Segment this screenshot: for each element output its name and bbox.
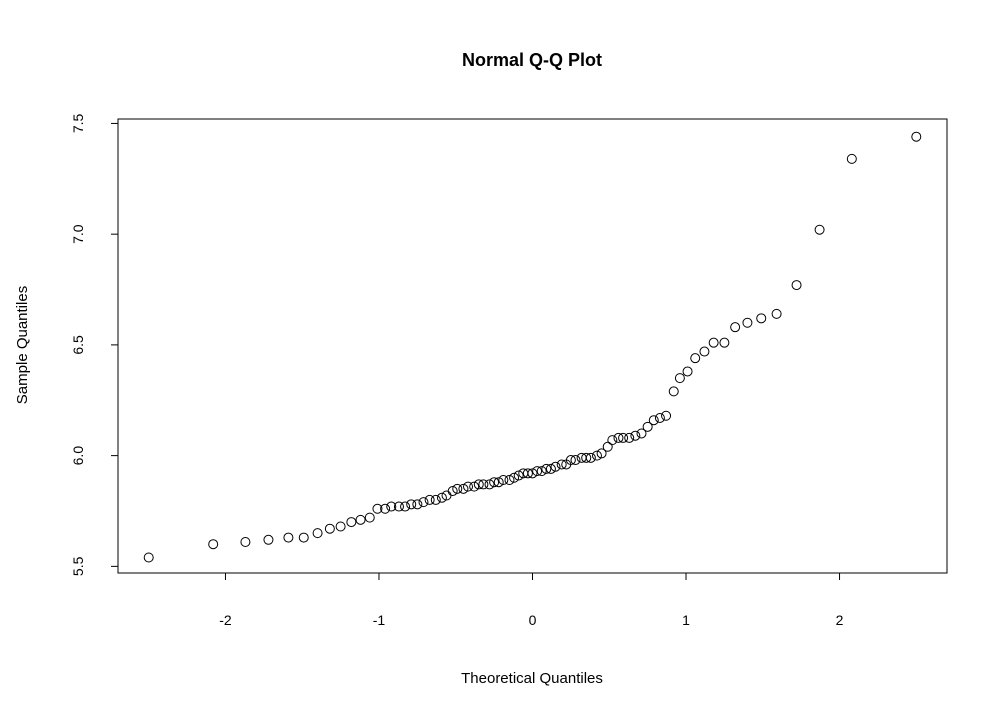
data-point xyxy=(613,432,624,443)
data-point xyxy=(585,452,596,463)
data-point xyxy=(386,501,397,512)
x-tick-label: 2 xyxy=(836,612,844,628)
data-point xyxy=(509,472,520,483)
data-point xyxy=(208,539,219,550)
data-point xyxy=(430,494,441,505)
data-point xyxy=(536,466,547,477)
data-point xyxy=(708,337,719,348)
data-point xyxy=(630,430,641,441)
data-point xyxy=(541,463,552,474)
y-tick-label: 6.5 xyxy=(70,335,86,355)
data-point xyxy=(719,337,730,348)
y-axis: 5.5 6.0 6.5 7.0 7.5 xyxy=(70,113,119,576)
data-point xyxy=(690,353,701,364)
data-point xyxy=(355,514,366,525)
y-tick-label: 7.5 xyxy=(70,113,86,133)
data-point xyxy=(436,492,447,503)
data-point xyxy=(418,497,429,508)
data-point xyxy=(469,481,480,492)
chart-title: Normal Q-Q Plot xyxy=(462,50,602,70)
data-point xyxy=(406,499,417,510)
data-point xyxy=(312,528,323,539)
data-point xyxy=(756,313,767,324)
data-point xyxy=(473,479,484,490)
data-point xyxy=(771,308,782,319)
data-point xyxy=(730,322,741,333)
data-point xyxy=(424,494,435,505)
data-point xyxy=(545,463,556,474)
data-point xyxy=(346,517,357,528)
y-axis-label: Sample Quantiles xyxy=(14,286,31,404)
data-point xyxy=(668,386,679,397)
data-point xyxy=(484,479,495,490)
data-point xyxy=(283,532,294,543)
data-point xyxy=(458,483,469,494)
data-point xyxy=(814,224,825,235)
data-point xyxy=(648,415,659,426)
x-tick-label: 0 xyxy=(529,612,537,628)
data-point xyxy=(372,503,383,514)
data-point xyxy=(298,532,309,543)
data-point xyxy=(607,435,618,446)
data-point xyxy=(393,501,404,512)
data-point xyxy=(596,448,607,459)
data-point xyxy=(447,486,458,497)
y-tick-label: 6.0 xyxy=(70,446,86,466)
data-point xyxy=(570,455,581,466)
x-axis-label: Theoretical Quantiles xyxy=(461,670,603,687)
data-point xyxy=(791,280,802,291)
data-point xyxy=(493,477,504,488)
data-point xyxy=(532,466,543,477)
data-point xyxy=(513,470,524,481)
data-point xyxy=(674,373,685,384)
data-point xyxy=(143,552,154,563)
data-point xyxy=(412,499,423,510)
data-point xyxy=(478,479,489,490)
data-point xyxy=(364,512,375,523)
data-point xyxy=(489,477,500,488)
data-point xyxy=(380,503,391,514)
data-point xyxy=(624,432,635,443)
data-point xyxy=(240,536,251,547)
data-point xyxy=(636,428,647,439)
data-point xyxy=(699,346,710,357)
data-point xyxy=(642,421,653,432)
data-point xyxy=(263,534,274,545)
x-tick-label: 1 xyxy=(682,612,690,628)
data-point xyxy=(661,410,672,421)
data-point xyxy=(335,521,346,532)
data-point xyxy=(556,459,567,470)
data-point xyxy=(618,432,629,443)
data-point xyxy=(742,317,753,328)
y-tick-label: 7.0 xyxy=(70,224,86,244)
data-point xyxy=(602,441,613,452)
x-tick-label: -1 xyxy=(373,612,386,628)
data-point xyxy=(522,468,533,479)
data-point xyxy=(581,452,592,463)
data-point xyxy=(324,523,335,534)
data-point xyxy=(654,412,665,423)
data-point xyxy=(550,461,561,472)
data-point xyxy=(565,455,576,466)
data-point xyxy=(400,501,411,512)
data-point xyxy=(504,474,515,485)
y-tick-label: 5.5 xyxy=(70,556,86,576)
data-point xyxy=(452,483,463,494)
data-point xyxy=(591,450,602,461)
data-point xyxy=(911,131,922,142)
data-point xyxy=(498,474,509,485)
data-point xyxy=(846,153,857,164)
data-point xyxy=(463,481,474,492)
data-point xyxy=(682,366,693,377)
x-axis: -2 -1 0 1 2 xyxy=(219,572,844,628)
data-points xyxy=(143,131,922,563)
x-tick-label: -2 xyxy=(219,612,232,628)
data-point xyxy=(527,468,538,479)
